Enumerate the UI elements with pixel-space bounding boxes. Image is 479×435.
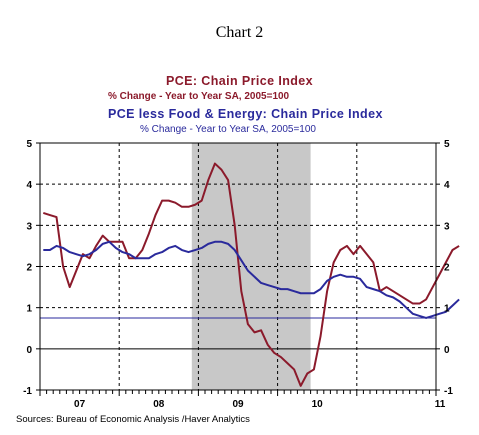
y-tick-label-left: 2 — [26, 263, 32, 274]
core-pce-series-line — [43, 240, 460, 319]
y-tick-label-left: -1 — [23, 386, 32, 397]
chart-title: Chart 2 — [215, 24, 264, 41]
x-tick-label: 09 — [232, 399, 244, 410]
core-pce-series-title: PCE less Food & Energy: Chain Price Inde… — [108, 107, 383, 121]
y-tick-label-left: 3 — [26, 221, 32, 232]
y-tick-label-right: 1 — [444, 304, 450, 315]
pce-series-title: PCE: Chain Price Index — [165, 74, 314, 88]
x-tick-label: 08 — [153, 399, 165, 410]
x-tick-label: 10 — [312, 399, 324, 410]
tick-label-layer: 5 54 43 32 21 10 0-1 -107 08 09 10 11 — [23, 139, 453, 410]
axes-layer — [36, 142, 440, 396]
series-layer — [43, 162, 460, 387]
y-tick-label-right: -1 — [444, 386, 453, 397]
source-note: Sources: Bureau of Economic Analysis /Ha… — [16, 414, 250, 425]
y-tick-label-left: 0 — [26, 345, 32, 356]
y-tick-label-right: 3 — [444, 221, 450, 232]
pce-series-line — [43, 162, 460, 387]
y-tick-label-right: 2 — [444, 263, 450, 274]
y-tick-label-right: 4 — [444, 180, 450, 191]
y-tick-label-right: 5 — [444, 139, 450, 150]
y-tick-label-left: 5 — [26, 139, 32, 150]
pce-series-subtitle: % Change - Year to Year SA, 2005=100 — [108, 91, 290, 102]
core-pce-series-subtitle: % Change - Year to Year SA, 2005=100 — [140, 124, 316, 135]
y-tick-label-right: 0 — [444, 345, 450, 356]
x-tick-label: 11 — [435, 399, 446, 410]
y-tick-label-left: 4 — [26, 180, 32, 191]
y-tick-label-left: 1 — [26, 304, 32, 315]
x-tick-label: 07 — [74, 399, 86, 410]
